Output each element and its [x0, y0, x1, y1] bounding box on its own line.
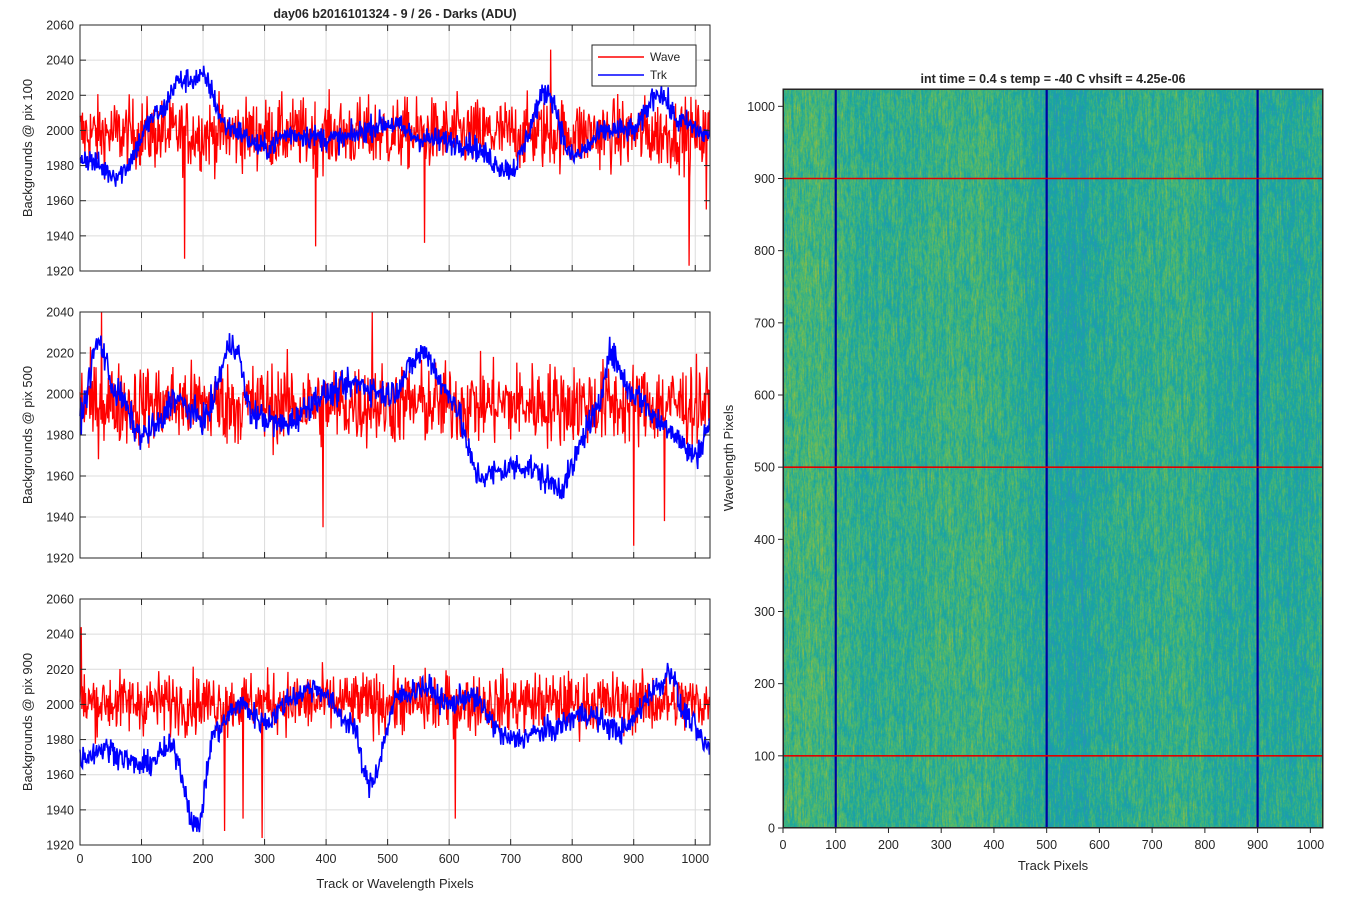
tick-group: 1920 1940 1960 1980 2000 2020 2040 2060: [46, 19, 710, 279]
heatmap-y-tick-label: 500: [754, 461, 775, 475]
heatmap-y-tick-label: 700: [754, 316, 775, 330]
line-panel-pix-100: 1920 1940 1960 1980 2000 2020 2040 2060 day06 b…: [20, 7, 711, 279]
heatmap-y-tick-label: 100: [754, 749, 775, 763]
tick-group: 1920 1940 1960 1980 2000 2020 2040: [46, 306, 710, 566]
y-tick-label: 2020: [46, 663, 74, 677]
heatmap-y-tick-label: 200: [754, 677, 775, 691]
x-tick-label: 600: [439, 852, 460, 866]
heatmap-x-tick-label: 200: [878, 838, 899, 852]
y-tick-label: 1980: [46, 733, 74, 747]
series-line-trk: [79, 662, 711, 833]
y-tick-label: 2040: [46, 306, 74, 320]
axes-box: [79, 598, 711, 846]
legend: Wave Trk: [591, 44, 697, 87]
y-tick-label: 1940: [46, 229, 74, 243]
heatmap-marker-overlay: [783, 89, 1323, 828]
heatmap-title: int time = 0.4 s temp = -40 C vhsift = 4…: [920, 72, 1185, 86]
x-tick-label: 300: [254, 852, 275, 866]
heatmap-y-tick-label: 900: [754, 172, 775, 186]
y-tick-label: 1980: [46, 429, 74, 443]
y-tick-label: 1960: [46, 194, 74, 208]
y-tick-label: 2060: [46, 19, 74, 33]
heatmap-x-tick-label: 400: [984, 838, 1005, 852]
y-tick-label: 2020: [46, 89, 74, 103]
series-group: [79, 627, 711, 838]
heatmap-x-tick-label: 800: [1194, 838, 1215, 852]
y-tick-label: 1960: [46, 768, 74, 782]
y-tick-label: 1920: [46, 839, 74, 853]
heatmap-y-tick-label: 400: [754, 533, 775, 547]
heatmap-x-tick-label: 600: [1089, 838, 1110, 852]
x-tick-label: 100: [131, 852, 152, 866]
x-tick-label: 400: [316, 852, 337, 866]
series-group: [79, 311, 711, 546]
tick-group: 0 100 200 300 400 500 600 700 800 900 1000 1920 1940…: [46, 593, 710, 866]
x-tick-label: 700: [500, 852, 521, 866]
axes-box: [79, 24, 711, 272]
heatmap-x-tick-label: 0: [780, 838, 787, 852]
line-panel-pix-900: 0 100 200 300 400 500 600 700 800 900 1000 1920 1940…: [20, 593, 711, 891]
legend-label-trk: Trk: [650, 68, 668, 82]
heatmap-x-tick-label: 700: [1142, 838, 1163, 852]
y-tick-label: 1940: [46, 803, 74, 817]
y-tick-label: 1980: [46, 159, 74, 173]
x-axis-label: Track or Wavelength Pixels: [316, 876, 474, 891]
tick-group: 0 100 200 300 400 500 600 700 800 900 1000 0 100 200 3…: [747, 100, 1324, 852]
x-tick-label: 0: [77, 852, 84, 866]
heatmap-y-tick-label: 800: [754, 244, 775, 258]
heatmap-x-tick-label: 900: [1247, 838, 1268, 852]
heatmap-x-tick-label: 300: [931, 838, 952, 852]
series-line-trk: [79, 333, 711, 500]
y-tick-label: 1960: [46, 470, 74, 484]
heatmap-x-tick-label: 100: [825, 838, 846, 852]
y-axis-label: Backgrounds @ pix 900: [20, 653, 35, 791]
y-tick-label: 2040: [46, 54, 74, 68]
y-tick-label: 1940: [46, 511, 74, 525]
heatmap-y-tick-label: 1000: [747, 100, 775, 114]
y-tick-label: 2040: [46, 628, 74, 642]
heatmap-frame: [783, 89, 1323, 828]
y-tick-label: 2020: [46, 347, 74, 361]
y-tick-label: 2000: [46, 124, 74, 138]
series-line-wave: [79, 311, 711, 546]
legend-box: [591, 44, 697, 87]
y-axis-label: Backgrounds @ pix 100: [20, 79, 35, 217]
heatmap-x-tick-label: 500: [1036, 838, 1057, 852]
heatmap-x-axis-label: Track Pixels: [1018, 858, 1089, 873]
x-tick-label: 1000: [681, 852, 709, 866]
heatmap-y-tick-label: 0: [768, 822, 775, 836]
series-line-trk: [79, 65, 711, 187]
x-tick-label: 500: [377, 852, 398, 866]
series-line-wave: [79, 627, 711, 838]
figure-title: day06 b2016101324 - 9 / 26 - Darks (ADU): [273, 7, 516, 21]
heatmap-image: [783, 89, 1323, 828]
y-tick-label: 2000: [46, 698, 74, 712]
heatmap-panel: 0 100 200 300 400 500 600 700 800 900 1000 0 100 200 3…: [721, 72, 1324, 873]
y-axis-label: Backgrounds @ pix 500: [20, 366, 35, 504]
y-tick-label: 1920: [46, 265, 74, 279]
x-tick-label: 200: [193, 852, 214, 866]
heatmap-y-tick-label: 600: [754, 388, 775, 402]
x-tick-label: 800: [562, 852, 583, 866]
y-tick-label: 1920: [46, 552, 74, 566]
series-group: [79, 49, 711, 266]
heatmap-y-tick-label: 300: [754, 605, 775, 619]
heatmap-x-tick-label: 1000: [1296, 838, 1324, 852]
series-line-wave: [79, 49, 711, 266]
heatmap-y-axis-label: Wavelength Pixels: [721, 404, 736, 511]
y-tick-label: 2000: [46, 388, 74, 402]
legend-label-wave: Wave: [650, 50, 681, 64]
y-tick-label: 2060: [46, 593, 74, 607]
x-tick-label: 900: [623, 852, 644, 866]
line-panel-pix-500: 1920 1940 1960 1980 2000 2020 2040 Backgrounds…: [20, 306, 711, 566]
